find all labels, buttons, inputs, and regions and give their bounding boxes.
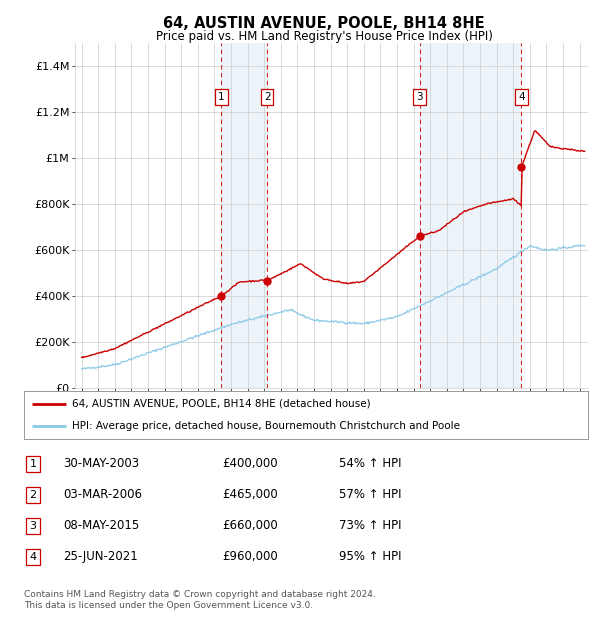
Text: £400,000: £400,000 bbox=[222, 458, 278, 470]
Text: 03-MAR-2006: 03-MAR-2006 bbox=[63, 489, 142, 501]
Text: £465,000: £465,000 bbox=[222, 489, 278, 501]
Text: 3: 3 bbox=[416, 92, 423, 102]
Text: Contains HM Land Registry data © Crown copyright and database right 2024.
This d: Contains HM Land Registry data © Crown c… bbox=[24, 590, 376, 609]
Text: 54% ↑ HPI: 54% ↑ HPI bbox=[339, 458, 401, 470]
Text: 95% ↑ HPI: 95% ↑ HPI bbox=[339, 551, 401, 563]
Text: 57% ↑ HPI: 57% ↑ HPI bbox=[339, 489, 401, 501]
Text: 08-MAY-2015: 08-MAY-2015 bbox=[63, 520, 139, 532]
Text: £960,000: £960,000 bbox=[222, 551, 278, 563]
Text: 2: 2 bbox=[264, 92, 271, 102]
Text: 1: 1 bbox=[29, 459, 37, 469]
Text: 30-MAY-2003: 30-MAY-2003 bbox=[63, 458, 139, 470]
Text: 1: 1 bbox=[218, 92, 225, 102]
Text: £660,000: £660,000 bbox=[222, 520, 278, 532]
Text: 4: 4 bbox=[518, 92, 525, 102]
Text: 3: 3 bbox=[29, 521, 37, 531]
Text: 25-JUN-2021: 25-JUN-2021 bbox=[63, 551, 138, 563]
Text: 64, AUSTIN AVENUE, POOLE, BH14 8HE: 64, AUSTIN AVENUE, POOLE, BH14 8HE bbox=[163, 16, 485, 31]
Text: 4: 4 bbox=[29, 552, 37, 562]
Text: 73% ↑ HPI: 73% ↑ HPI bbox=[339, 520, 401, 532]
Text: Price paid vs. HM Land Registry's House Price Index (HPI): Price paid vs. HM Land Registry's House … bbox=[155, 30, 493, 43]
Bar bbox=[221, 43, 267, 388]
Text: 64, AUSTIN AVENUE, POOLE, BH14 8HE (detached house): 64, AUSTIN AVENUE, POOLE, BH14 8HE (deta… bbox=[72, 399, 371, 409]
Text: 2: 2 bbox=[29, 490, 37, 500]
Bar bbox=[419, 43, 521, 388]
Text: HPI: Average price, detached house, Bournemouth Christchurch and Poole: HPI: Average price, detached house, Bour… bbox=[72, 421, 460, 431]
